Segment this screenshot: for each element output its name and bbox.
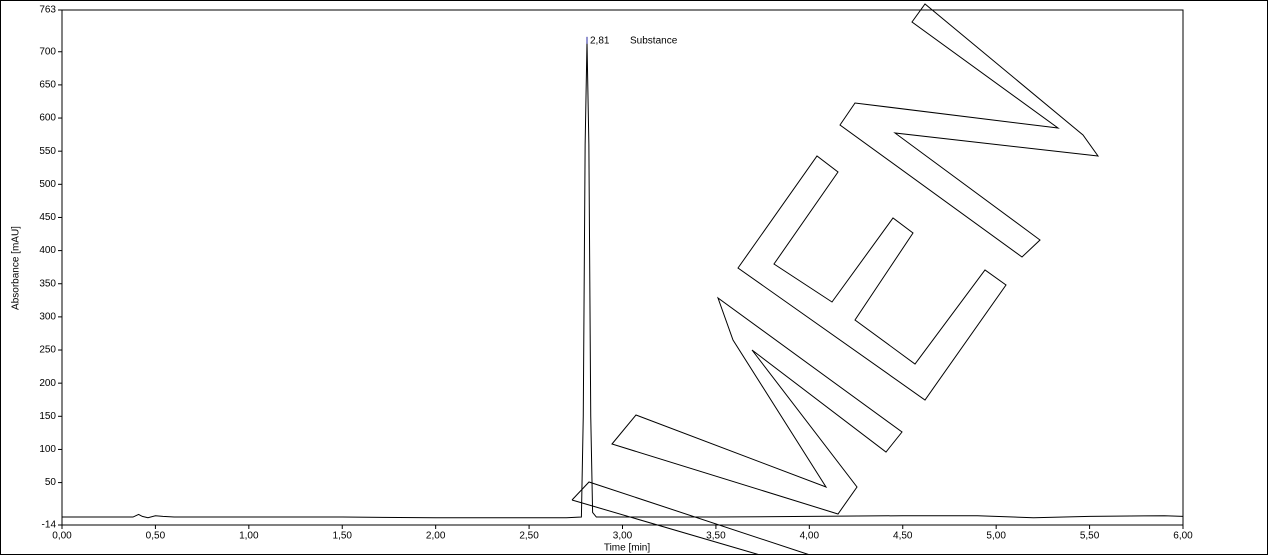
y-tick-label: 50: [45, 477, 57, 488]
y-tick-label: 550: [39, 146, 56, 157]
x-tick-label: 6,00: [1173, 531, 1193, 542]
x-tick-label: 3,00: [613, 531, 633, 542]
y-tick-label: 763: [39, 5, 56, 16]
y-tick-label: 700: [39, 46, 56, 57]
y-tick-label: 650: [39, 80, 56, 91]
y-tick-label: 100: [39, 444, 56, 455]
x-tick-label: 2,50: [519, 531, 539, 542]
x-tick-label: 4,00: [800, 531, 820, 542]
y-tick-label: 400: [39, 245, 56, 256]
x-tick-label: 5,50: [1080, 531, 1100, 542]
y-tick-label: 500: [39, 179, 56, 190]
x-tick-label: 4,50: [893, 531, 913, 542]
watermark-m: [612, 298, 902, 514]
x-tick-label: 0,50: [146, 531, 166, 542]
x-tick-label: 5,00: [986, 531, 1006, 542]
y-tick-label: 250: [39, 345, 56, 356]
x-tick-label: 2,00: [426, 531, 446, 542]
peak-name: Substance: [630, 35, 678, 46]
peak-time: 2,81: [590, 35, 610, 46]
window-frame: [1, 1, 1268, 555]
y-axis-label: Absorbance [mAU]: [11, 226, 22, 310]
y-tick-label: 300: [39, 312, 56, 323]
x-tick-label: 1,50: [333, 531, 353, 542]
x-tick-label: 1,00: [239, 531, 259, 542]
chart: Time [min] Absorbance [mAU] -14 50 100 150 2…: [0, 0, 1268, 555]
y-tick-label: 350: [39, 278, 56, 289]
watermark-n: [840, 4, 1098, 257]
y-tick-label: -14: [42, 520, 57, 531]
y-tick-label: 450: [39, 212, 56, 223]
y-tick-label: 200: [39, 378, 56, 389]
y-tick-label: 150: [39, 411, 56, 422]
y-tick-label: 600: [39, 113, 56, 124]
x-axis-label: Time [min]: [604, 543, 651, 554]
watermark-stroke: [572, 500, 760, 555]
x-tick-label: 0,00: [52, 531, 72, 542]
x-tick-label: 3,50: [706, 531, 726, 542]
chromatogram-line: [62, 42, 1183, 518]
watermark-e: [738, 156, 1006, 400]
watermark: [572, 4, 1098, 555]
